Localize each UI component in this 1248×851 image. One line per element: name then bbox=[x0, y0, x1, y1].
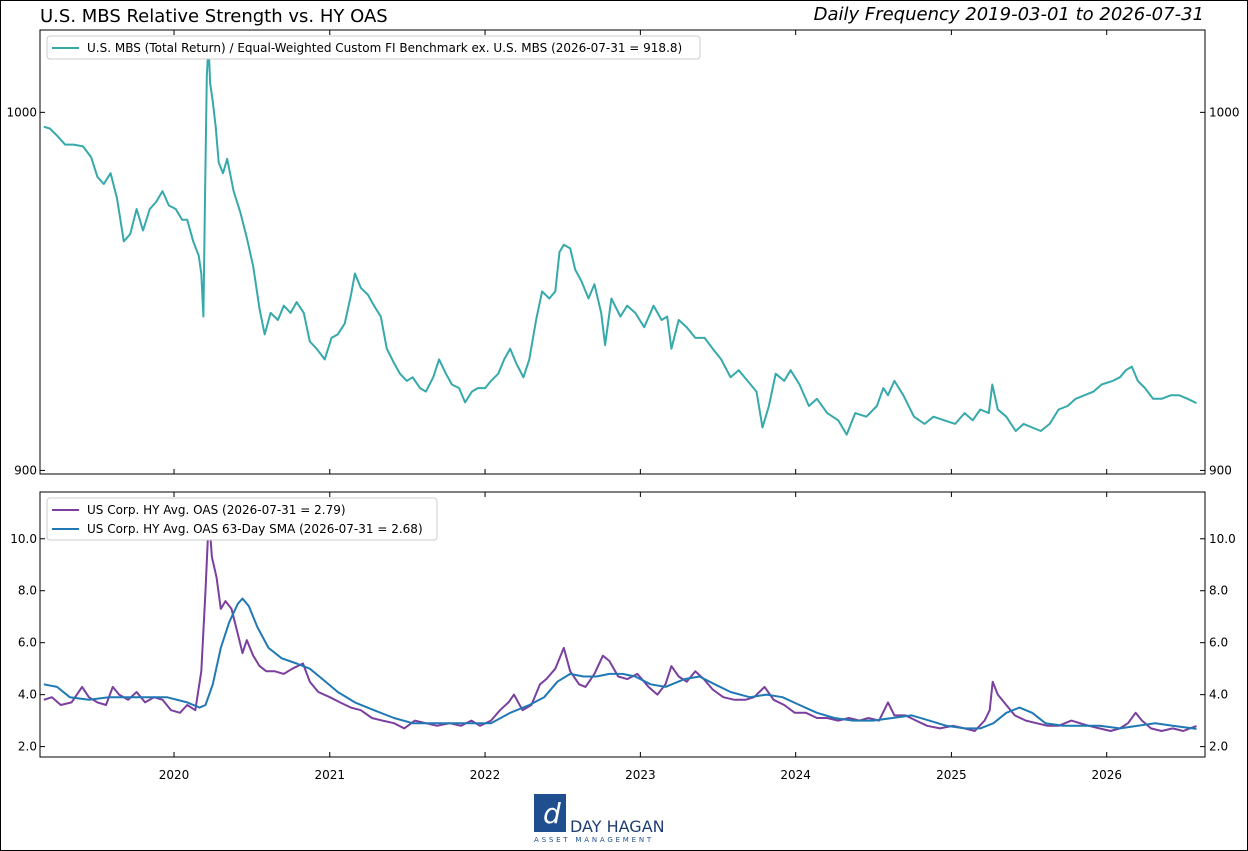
day-hagan-logo: d DAY HAGAN ASSET MANAGEMENT bbox=[534, 792, 684, 844]
x-tick-label: 2023 bbox=[625, 768, 656, 782]
y-tick-label-right: 10.0 bbox=[1209, 532, 1236, 546]
chart-title: U.S. MBS Relative Strength vs. HY OAS bbox=[40, 6, 388, 27]
y-tick-label-right: 4.0 bbox=[1209, 688, 1228, 702]
x-tick-label: 2021 bbox=[314, 768, 345, 782]
legend-box bbox=[46, 497, 438, 541]
y-tick-label-right: 900 bbox=[1209, 463, 1232, 477]
legend-label: US Corp. HY Avg. OAS 63-Day SMA (2026-07… bbox=[87, 522, 423, 536]
legend-box bbox=[46, 35, 701, 60]
logo-monogram: d bbox=[543, 797, 561, 830]
x-tick-label: 2022 bbox=[470, 768, 501, 782]
top-panel: 900 900 1000 1000 U.S. MBS (Total Return) / … bbox=[6, 29, 1240, 477]
y-tick-label-left: 1000 bbox=[6, 105, 37, 119]
y-tick-label-left: 900 bbox=[14, 463, 37, 477]
y-tick-label-right: 1000 bbox=[1209, 105, 1240, 119]
x-tick-label: 2026 bbox=[1091, 768, 1122, 782]
chart-subtitle: Daily Frequency 2019-03-01 to 2026-07-31 bbox=[813, 4, 1204, 25]
x-tick-label: 2020 bbox=[159, 768, 190, 782]
series-line-1 bbox=[43, 43, 1197, 436]
y-tick-label-left: 8.0 bbox=[18, 584, 37, 598]
legend-label: U.S. MBS (Total Return) / Equal-Weighted… bbox=[87, 41, 682, 55]
x-tick-label: 2024 bbox=[780, 768, 811, 782]
y-tick-label-right: 2.0 bbox=[1209, 740, 1228, 754]
bottom-panel: 2.0 2.0 4.0 4.0 6.0 6.0 8.0 8.0 10.0 10.0 2020 2021… bbox=[10, 491, 1236, 782]
y-tick-label-left: 2.0 bbox=[18, 740, 37, 754]
y-tick-label-left: 6.0 bbox=[18, 636, 37, 650]
y-tick-label-right: 8.0 bbox=[1209, 584, 1228, 598]
plot-frame bbox=[39, 29, 1206, 475]
series-line-2 bbox=[43, 597, 1197, 730]
logo-tagline: ASSET MANAGEMENT bbox=[534, 836, 654, 844]
series-line-1 bbox=[43, 514, 1197, 732]
y-tick-label-right: 6.0 bbox=[1209, 636, 1228, 650]
y-tick-label-left: 10.0 bbox=[10, 532, 37, 546]
logo-mark: d DAY HAGAN ASSET MANAGEMENT bbox=[534, 794, 665, 844]
logo-name: DAY HAGAN bbox=[570, 817, 665, 836]
plot-frame bbox=[39, 491, 1206, 758]
logo-square bbox=[534, 794, 566, 832]
y-tick-label-left: 4.0 bbox=[18, 688, 37, 702]
x-tick-label: 2025 bbox=[936, 768, 967, 782]
legend-label: US Corp. HY Avg. OAS (2026-07-31 = 2.79) bbox=[87, 503, 346, 517]
